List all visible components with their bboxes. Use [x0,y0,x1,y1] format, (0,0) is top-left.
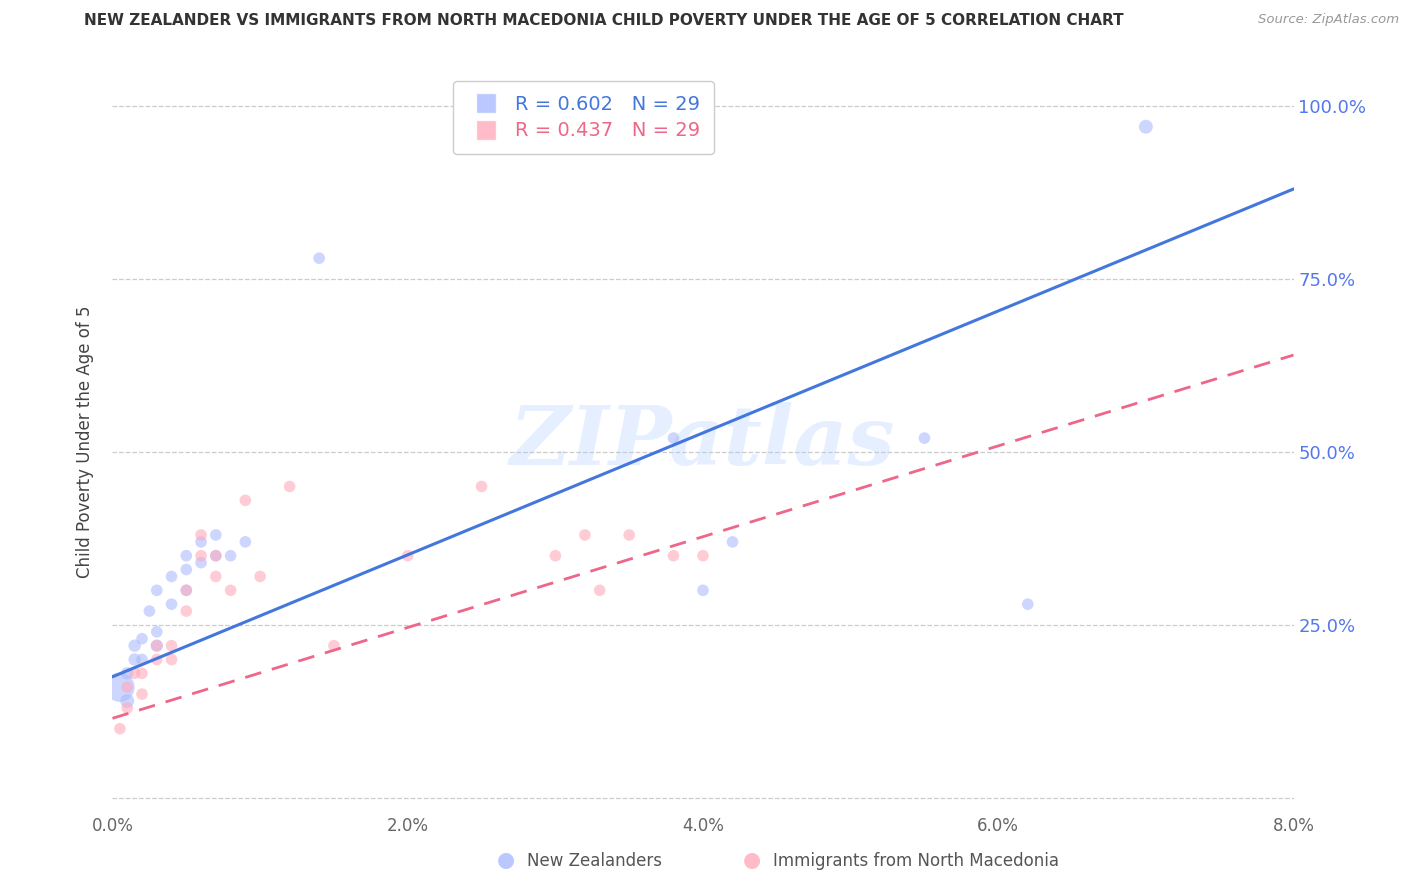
Point [471,479,494,493]
Point [544,549,567,563]
Point [205,569,228,583]
Point [574,528,596,542]
Point [190,534,212,549]
Point [662,431,685,445]
Point [308,251,330,265]
Point [160,569,183,583]
Point [174,563,197,577]
Point [131,652,153,666]
Point [205,528,228,542]
Point [146,639,169,653]
Point [131,632,153,646]
Point [662,549,685,563]
Point [190,556,212,570]
Point [278,479,301,493]
Point [117,666,138,681]
Text: ZIPatlas: ZIPatlas [510,401,896,482]
Point [190,549,212,563]
Point [124,666,146,681]
Point [249,569,271,583]
Point [692,549,714,563]
Point [205,549,228,563]
Point [1135,120,1157,134]
Point [108,722,131,736]
Point [219,549,242,563]
Legend: R = 0.602   N = 29, R = 0.437   N = 29: R = 0.602 N = 29, R = 0.437 N = 29 [453,81,714,154]
Point [117,694,138,708]
Point [174,583,197,598]
Point [174,583,197,598]
Text: ●: ● [744,850,761,870]
Point [233,534,256,549]
Point [205,549,228,563]
Point [914,431,936,445]
Text: New Zealanders: New Zealanders [527,852,662,870]
Point [146,583,169,598]
Point [124,652,146,666]
Text: ●: ● [498,850,515,870]
Point [174,604,197,618]
Text: NEW ZEALANDER VS IMMIGRANTS FROM NORTH MACEDONIA CHILD POVERTY UNDER THE AGE OF : NEW ZEALANDER VS IMMIGRANTS FROM NORTH M… [84,13,1123,29]
Point [233,493,256,508]
Point [124,639,146,653]
Point [190,528,212,542]
Point [692,583,714,598]
Point [160,652,183,666]
Text: Source: ZipAtlas.com: Source: ZipAtlas.com [1258,13,1399,27]
Point [131,687,153,701]
Point [108,680,131,694]
Point [117,680,138,694]
Point [146,652,169,666]
Point [160,639,183,653]
Point [138,604,160,618]
Point [146,624,169,639]
Point [323,639,346,653]
Point [396,549,419,563]
Point [146,639,169,653]
Point [174,549,197,563]
Point [219,583,242,598]
Y-axis label: Child Poverty Under the Age of 5: Child Poverty Under the Age of 5 [76,305,94,578]
Point [117,701,138,715]
Text: Immigrants from North Macedonia: Immigrants from North Macedonia [773,852,1059,870]
Point [160,597,183,611]
Point [721,534,744,549]
Point [131,666,153,681]
Point [588,583,610,598]
Point [1017,597,1039,611]
Point [619,528,641,542]
